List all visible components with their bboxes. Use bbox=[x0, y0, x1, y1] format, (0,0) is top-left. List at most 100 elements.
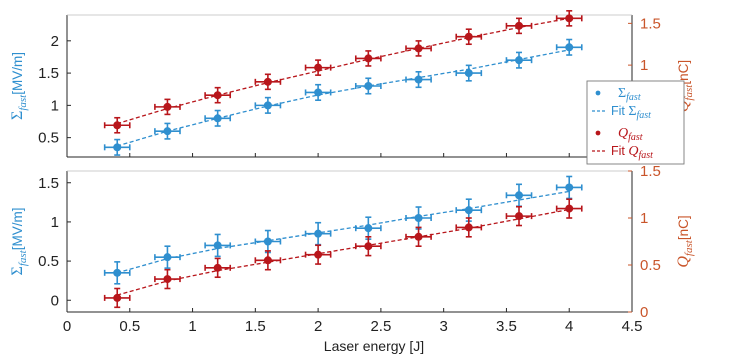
top-sigma-marker bbox=[515, 56, 523, 65]
x-tick-label: 1.5 bbox=[245, 318, 266, 335]
bottom-charge-marker bbox=[364, 242, 373, 251]
bottom-sigma-point bbox=[405, 206, 432, 230]
bottom-right-axis-title: Qfast[nC] bbox=[675, 215, 695, 267]
bottom-charge-marker bbox=[113, 293, 122, 302]
top-charge-marker bbox=[263, 77, 272, 86]
legend-label: Σfast bbox=[618, 86, 641, 103]
top-fit-line-fit-qfast bbox=[117, 17, 570, 125]
bottom-sigma-marker bbox=[113, 268, 122, 277]
bottom-right-y-tick-label: 1.5 bbox=[640, 163, 661, 180]
bottom-sigma-marker bbox=[565, 183, 574, 192]
top-charge-marker bbox=[113, 121, 122, 130]
bottom-sigma-point bbox=[204, 233, 232, 258]
bottom-sigma-point bbox=[455, 198, 483, 222]
top-charge-point bbox=[304, 59, 332, 76]
top-sigma-marker bbox=[314, 88, 323, 97]
bottom-charge-point bbox=[455, 217, 483, 238]
top-sigma-marker bbox=[464, 69, 473, 78]
bottom-sigma-point bbox=[354, 216, 382, 240]
top-sigma-marker bbox=[364, 82, 373, 90]
bottom-charge-point bbox=[254, 250, 282, 271]
top-sigma-marker bbox=[263, 101, 272, 110]
top-sigma-marker bbox=[213, 114, 222, 123]
top-sigma-marker bbox=[113, 143, 122, 152]
x-tick-label: 4.5 bbox=[622, 318, 643, 335]
bottom-charge-marker bbox=[314, 250, 323, 259]
top-charge-point bbox=[455, 28, 483, 46]
x-tick-label: 1 bbox=[188, 318, 196, 335]
top-charge-point bbox=[505, 17, 533, 35]
top-sigma-marker bbox=[565, 43, 574, 52]
top-sigma-point bbox=[354, 77, 382, 95]
bottom-sigma-point bbox=[555, 175, 583, 200]
top-left-y-tick-label: 2 bbox=[51, 33, 59, 50]
top-charge-marker bbox=[163, 102, 172, 111]
bottom-charge-point bbox=[405, 226, 432, 247]
bottom-sigma-marker bbox=[464, 206, 473, 215]
x-tick-label: 3.5 bbox=[496, 318, 517, 335]
top-charge-point bbox=[103, 116, 131, 134]
bottom-sigma-marker bbox=[364, 224, 373, 233]
bottom-sigma-marker bbox=[213, 241, 222, 250]
top-fit-line-fit-σfast bbox=[117, 49, 570, 147]
bottom-charge-point bbox=[103, 287, 131, 309]
legend-label: Fit Σfast bbox=[611, 104, 651, 121]
bottom-charge-marker bbox=[213, 263, 222, 272]
top-charge-marker bbox=[515, 21, 523, 30]
x-axis-title: Laser energy [J] bbox=[324, 338, 424, 354]
top-left-y-tick-label: 0.5 bbox=[38, 130, 59, 147]
bottom-sigma-marker bbox=[163, 253, 172, 262]
top-sigma-marker bbox=[163, 127, 172, 136]
bottom-right-y-tick-label: 1 bbox=[640, 210, 648, 227]
bottom-left-y-tick-label: 0 bbox=[51, 292, 59, 309]
bottom-left-y-tick-label: 1.5 bbox=[38, 175, 59, 192]
bottom-fit-line-fit-qfast bbox=[117, 208, 570, 296]
x-tick-label: 2 bbox=[314, 318, 322, 335]
top-charge-point bbox=[555, 10, 583, 27]
bottom-left-y-tick-label: 0.5 bbox=[38, 253, 59, 270]
top-charge-point bbox=[354, 50, 382, 67]
bottom-sigma-marker bbox=[414, 214, 423, 222]
bottom-charge-point bbox=[505, 205, 533, 227]
bottom-sigma-marker bbox=[515, 191, 523, 200]
bottom-charge-point bbox=[154, 268, 181, 290]
bottom-charge-marker bbox=[565, 204, 574, 213]
bottom-charge-marker bbox=[464, 223, 473, 232]
top-left-y-tick-label: 1 bbox=[51, 97, 59, 114]
top-sigma-point bbox=[204, 109, 232, 127]
bottom-sigma-point bbox=[505, 183, 533, 208]
legend-label: Fit Qfast bbox=[611, 144, 653, 161]
bottom-sigma-point bbox=[254, 229, 282, 254]
bottom-right-y-tick-label: 0.5 bbox=[640, 257, 661, 274]
bottom-charge-point bbox=[204, 257, 232, 279]
top-sigma-marker bbox=[414, 75, 423, 84]
bottom-charge-point bbox=[354, 236, 382, 257]
top-left-y-tick-label: 1.5 bbox=[38, 65, 59, 82]
bottom-left-axis-title: Σfast[MV/m] bbox=[9, 208, 29, 276]
x-tick-label: 2.5 bbox=[370, 318, 391, 335]
top-sigma-point bbox=[455, 64, 483, 82]
bottom-fit-line-fit-σfast bbox=[117, 190, 570, 274]
x-tick-label: 0.5 bbox=[119, 318, 140, 335]
top-sigma-point bbox=[405, 71, 432, 89]
top-sigma-point bbox=[304, 83, 332, 101]
legend-box bbox=[586, 80, 685, 165]
bottom-charge-point bbox=[555, 198, 583, 219]
top-left-axis-title: Σfast[MV/m] bbox=[9, 52, 29, 120]
top-charge-marker bbox=[464, 32, 473, 41]
bottom-sigma-marker bbox=[314, 229, 323, 238]
bottom-panel: 0 0.5 1 1.5 2 2.5 3 3.5 4 4.500.511.500.511.5Σfas… bbox=[9, 163, 695, 335]
bottom-sigma-marker bbox=[263, 237, 272, 246]
bottom-charge-marker bbox=[263, 256, 272, 265]
bottom-right-y-tick-label: 0 bbox=[640, 304, 648, 321]
top-sigma-point bbox=[154, 122, 181, 140]
top-charge-point bbox=[154, 98, 181, 116]
top-charge-marker bbox=[213, 91, 222, 100]
top-sigma-point bbox=[103, 138, 131, 156]
top-right-y-tick-label: 1 bbox=[640, 57, 648, 74]
top-charge-point bbox=[405, 40, 432, 57]
top-charge-marker bbox=[565, 14, 574, 23]
legend-marker bbox=[595, 130, 601, 136]
bottom-sigma-point bbox=[103, 261, 131, 285]
